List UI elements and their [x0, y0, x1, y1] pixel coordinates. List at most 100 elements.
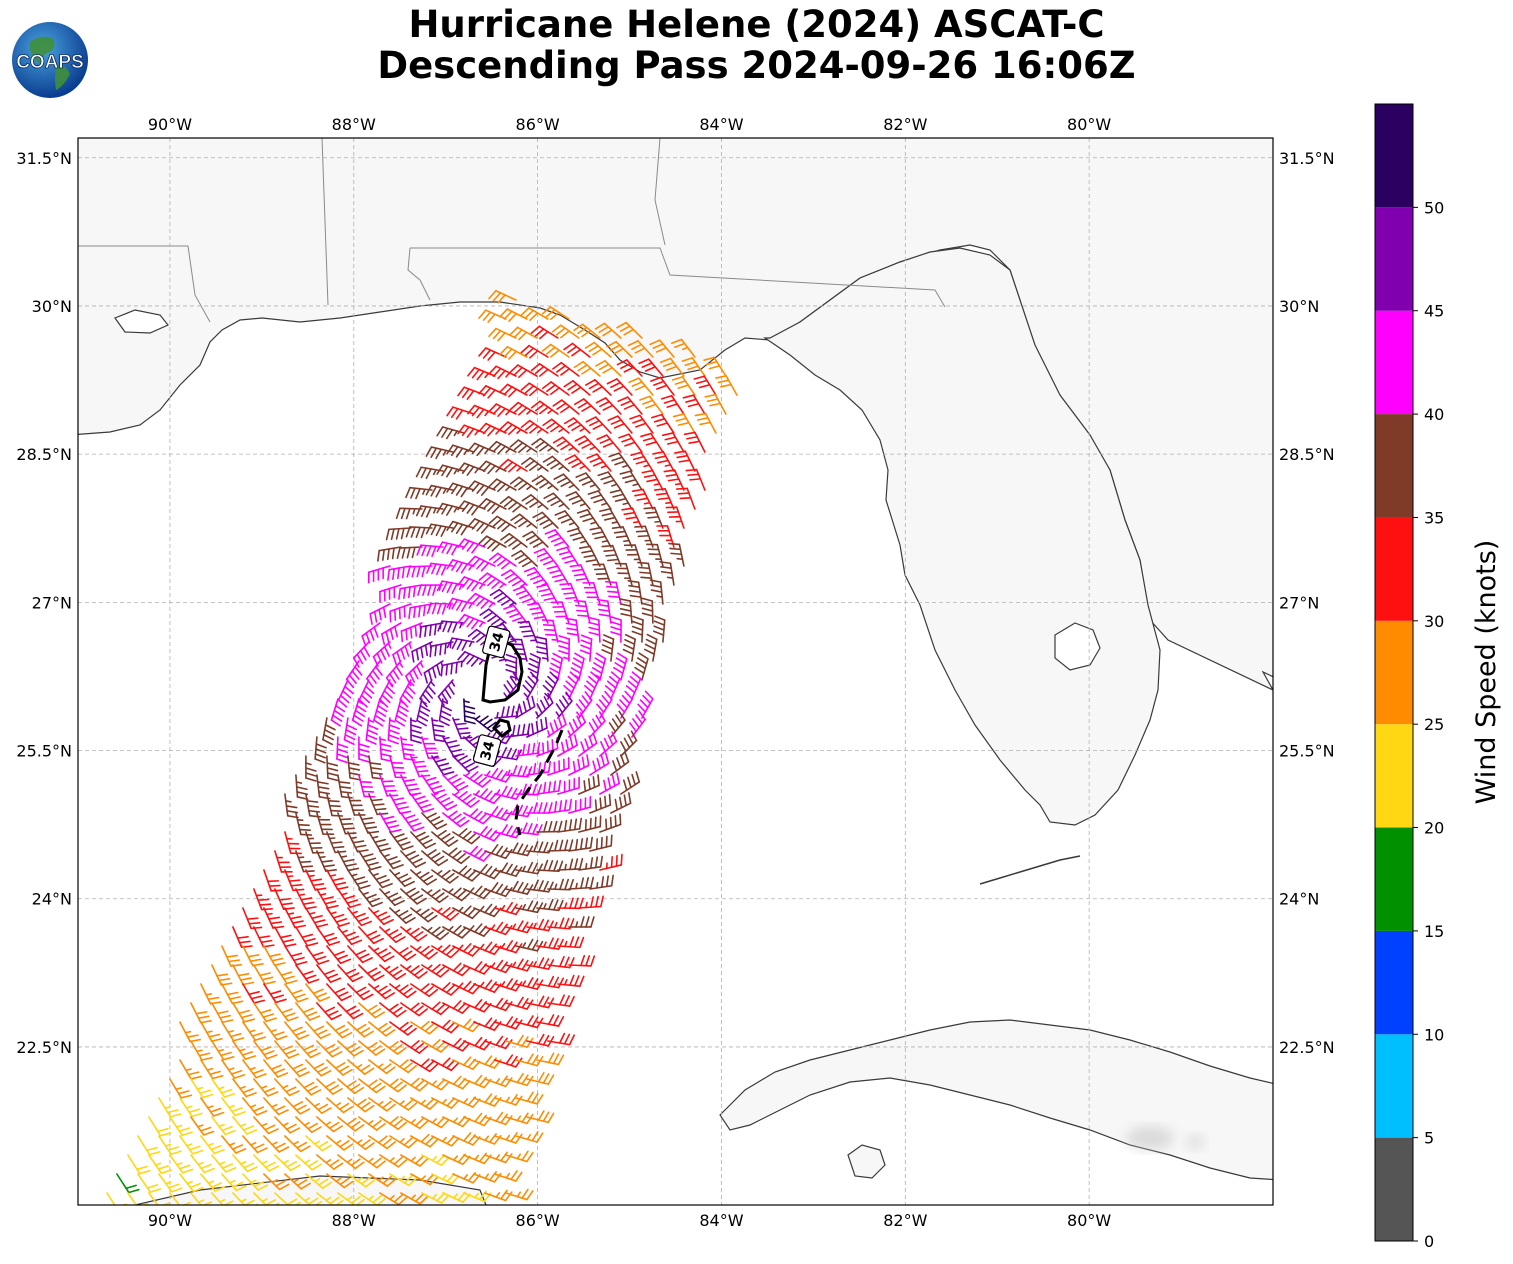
- wind-barb: [542, 418, 570, 434]
- wind-barb: [568, 795, 592, 814]
- wind-barb: [505, 723, 531, 738]
- wind-barb: [494, 901, 523, 916]
- wind-barb: [169, 1116, 193, 1137]
- wind-barb: [405, 526, 433, 539]
- map-frame: [77, 137, 1274, 1206]
- wind-barb: [421, 926, 449, 941]
- wind-barb: [361, 622, 381, 647]
- wind-barb: [431, 829, 459, 847]
- wind-barb: [488, 478, 517, 493]
- wind-barbs: [106, 289, 738, 1205]
- wind-barb: [488, 515, 517, 533]
- wind-barb: [555, 691, 573, 719]
- wind-barb: [347, 1059, 375, 1075]
- chart-title: Hurricane Helene (2024) ASCAT-C Descendi…: [0, 4, 1513, 86]
- wind-barb: [599, 731, 618, 757]
- lon-label-bottom: 86°W: [516, 1211, 560, 1230]
- wind-barb: [643, 506, 664, 529]
- wind-barb: [526, 957, 555, 970]
- state-borders: [78, 138, 946, 323]
- wind-barb: [436, 502, 465, 516]
- wind-barb: [326, 1173, 354, 1189]
- wind-barb: [274, 1040, 300, 1059]
- wind-barb: [484, 959, 513, 974]
- wind-barb: [457, 651, 486, 667]
- wind-barb: [599, 853, 623, 871]
- wind-barb: [400, 926, 428, 942]
- wind-barb: [619, 598, 633, 624]
- svg-text:34: 34: [487, 630, 508, 653]
- wind-barb: [421, 963, 450, 978]
- wind-barb: [599, 508, 622, 529]
- wind-barb: [515, 861, 543, 875]
- wind-barb: [242, 1173, 269, 1191]
- wind-barb: [274, 1154, 301, 1172]
- wind-barb: [274, 1116, 301, 1134]
- wind-barb: [387, 565, 412, 581]
- wind-barb: [526, 760, 552, 776]
- wind-barb: [358, 1078, 386, 1094]
- wind-barb: [609, 489, 633, 510]
- wind-barb: [368, 869, 393, 889]
- wind-barb: [232, 1040, 257, 1060]
- wind-barb: [421, 888, 449, 904]
- wind-barb: [616, 359, 643, 377]
- wind-barb: [274, 1078, 300, 1097]
- wind-barb: [542, 671, 559, 700]
- wind-barb: [452, 865, 481, 882]
- wind-barb: [253, 1192, 280, 1205]
- wind-barb: [326, 1097, 354, 1114]
- wind-barb: [473, 788, 502, 805]
- lon-label-top: 90°W: [148, 115, 192, 134]
- wind-barb: [314, 736, 327, 764]
- wind-barb: [639, 395, 664, 415]
- wind-barb: [263, 945, 286, 966]
- wind-barb: [638, 358, 664, 377]
- wind-barb: [668, 542, 685, 567]
- wind-barb: [253, 964, 276, 985]
- wind-barb: [610, 616, 622, 643]
- wind-barb: [337, 1078, 365, 1095]
- wind-barb: [589, 526, 612, 548]
- wind-barb: [358, 1154, 386, 1169]
- wind-barb: [190, 1192, 213, 1205]
- wind-barb: [579, 634, 593, 662]
- wind-barb: [457, 386, 486, 400]
- wind-barb: [377, 546, 402, 562]
- wind-barb: [463, 808, 492, 825]
- wind-barb: [158, 1097, 182, 1118]
- wind-barb: [625, 671, 642, 700]
- wind-barb: [589, 793, 612, 814]
- wind-barb: [617, 396, 643, 415]
- wind-barb: [179, 1097, 203, 1118]
- wind-barb: [392, 641, 412, 666]
- wind-barb: [419, 622, 444, 639]
- wind-barb: [500, 569, 528, 588]
- wind-barb: [316, 888, 339, 909]
- wind-barb: [253, 1002, 277, 1023]
- wind-barb: [601, 544, 622, 567]
- wind-barb: [274, 850, 293, 873]
- wind-barb: [567, 527, 591, 548]
- wind-barb: [263, 1059, 289, 1078]
- wind-barb: [400, 1077, 429, 1092]
- wind-barb: [478, 309, 507, 323]
- wind-barb: [521, 494, 549, 510]
- lon-label-top: 82°W: [883, 115, 927, 134]
- wind-barb: [284, 1021, 310, 1040]
- wind-barb: [629, 710, 646, 738]
- wind-barb: [526, 1110, 555, 1124]
- wind-barb: [426, 562, 454, 576]
- wind-barb: [484, 1075, 513, 1088]
- wind-barb: [169, 1154, 194, 1174]
- wind-barb: [552, 361, 580, 377]
- wind-barb: [337, 812, 357, 835]
- wind-barb: [242, 1097, 268, 1116]
- wind-barb: [522, 671, 539, 700]
- wind-barb: [423, 660, 444, 684]
- wind-barb: [547, 1032, 575, 1046]
- wind-barb: [446, 637, 475, 651]
- wind-barb: [148, 1154, 173, 1174]
- wind-barb: [608, 452, 633, 472]
- wind-barb: [337, 964, 363, 983]
